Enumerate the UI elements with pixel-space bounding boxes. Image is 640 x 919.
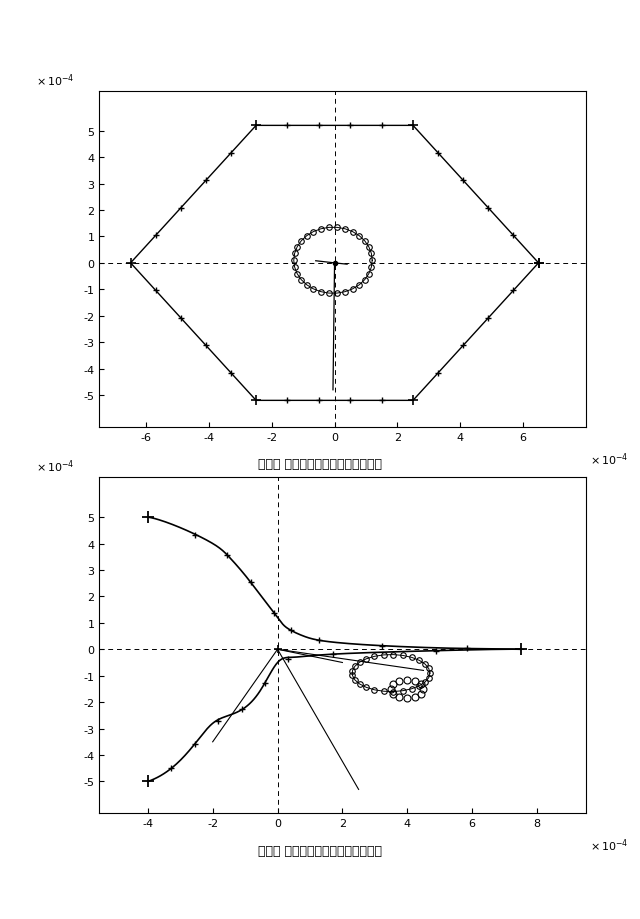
- Text: （ａ） 第１の高調波モデルの位相図: （ａ） 第１の高調波モデルの位相図: [258, 458, 382, 471]
- Text: （ｂ） 第２の高調波モデルの位相図: （ｂ） 第２の高調波モデルの位相図: [258, 844, 382, 857]
- Text: $\times\,10^{-4}$: $\times\,10^{-4}$: [591, 837, 629, 854]
- Text: $\times\,10^{-4}$: $\times\,10^{-4}$: [36, 72, 74, 88]
- Text: $\times\,10^{-4}$: $\times\,10^{-4}$: [591, 451, 629, 468]
- Text: $\times\,10^{-4}$: $\times\,10^{-4}$: [36, 458, 74, 474]
